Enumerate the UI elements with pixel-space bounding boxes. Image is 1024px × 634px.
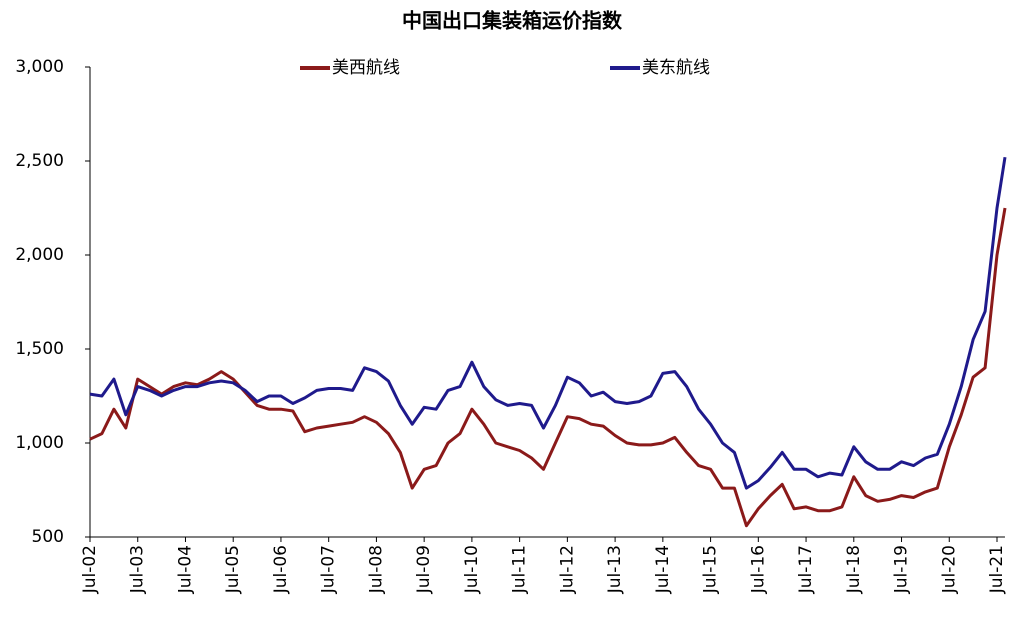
y-tick-label: 1,000 bbox=[15, 433, 64, 453]
x-tick-label: Jul-14 bbox=[653, 545, 673, 594]
x-tick-label: Jul-02 bbox=[80, 545, 100, 594]
y-tick-label: 2,500 bbox=[15, 151, 64, 171]
x-tick-label: Jul-05 bbox=[223, 545, 243, 594]
x-tick-label: Jul-21 bbox=[987, 545, 1007, 594]
x-tick-label: Jul-20 bbox=[939, 545, 959, 594]
chart-title: 中国出口集装箱运价指数 bbox=[402, 9, 623, 33]
x-tick-label: Jul-19 bbox=[892, 545, 912, 594]
x-tick-label: Jul-04 bbox=[175, 545, 195, 594]
x-tick-label: Jul-06 bbox=[271, 545, 291, 594]
x-tick-label: Jul-13 bbox=[605, 545, 625, 594]
x-tick-label: Jul-09 bbox=[414, 545, 434, 594]
line-series bbox=[89, 156, 1007, 490]
line-series bbox=[89, 207, 1007, 528]
x-tick-label: Jul-12 bbox=[557, 545, 577, 594]
y-tick-label: 2,000 bbox=[15, 245, 64, 265]
x-tick-label: Jul-11 bbox=[510, 545, 530, 594]
y-tick-label: 3,000 bbox=[15, 57, 64, 77]
x-tick-label: Jul-18 bbox=[844, 545, 864, 594]
y-tick-label: 1,500 bbox=[15, 339, 64, 359]
legend-label: 美西航线 bbox=[332, 58, 400, 78]
legend-label: 美东航线 bbox=[642, 58, 710, 78]
x-tick-label: Jul-08 bbox=[366, 545, 386, 594]
x-tick-label: Jul-15 bbox=[701, 545, 721, 594]
y-tick-label: 500 bbox=[32, 527, 64, 547]
x-tick-label: Jul-10 bbox=[462, 545, 482, 594]
x-tick-label: Jul-16 bbox=[748, 545, 768, 594]
x-tick-label: Jul-17 bbox=[796, 545, 816, 594]
x-tick-label: Jul-03 bbox=[128, 545, 148, 594]
x-tick-label: Jul-07 bbox=[319, 545, 339, 594]
